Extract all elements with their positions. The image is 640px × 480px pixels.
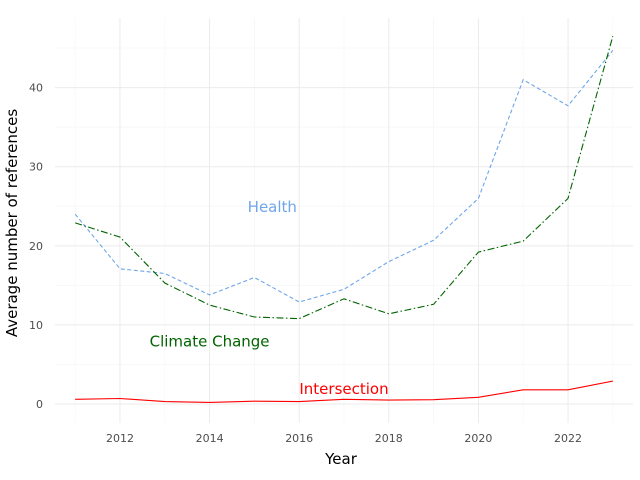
x-tick-label: 2020 bbox=[464, 432, 492, 445]
x-tick-label: 2016 bbox=[285, 432, 313, 445]
series-label-intersection: Intersection bbox=[299, 380, 388, 398]
x-tick-label: 2012 bbox=[106, 432, 134, 445]
y-tick-label: 10 bbox=[29, 319, 43, 332]
y-axis-title: Average number of references bbox=[3, 109, 21, 338]
y-tick-label: 20 bbox=[29, 240, 43, 253]
x-axis-title: Year bbox=[324, 450, 358, 468]
series-annotations: Health Climate Change Intersection bbox=[150, 198, 389, 398]
major-gridlines bbox=[55, 18, 633, 423]
x-tick-label: 2014 bbox=[196, 432, 224, 445]
x-tick-label: 2022 bbox=[554, 432, 582, 445]
series-line-intersection bbox=[75, 380, 613, 403]
y-tick-labels: 0 10 20 30 40 bbox=[29, 82, 43, 411]
x-tick-labels: 2012 2014 2016 2018 2020 2022 bbox=[106, 432, 582, 445]
series-line-climate-change bbox=[75, 36, 614, 320]
minor-gridlines bbox=[55, 18, 633, 423]
y-tick-label: 30 bbox=[29, 161, 43, 174]
series-label-health: Health bbox=[248, 198, 297, 216]
y-tick-label: 40 bbox=[29, 82, 43, 95]
series-label-climate-change: Climate Change bbox=[150, 333, 270, 351]
x-tick-label: 2018 bbox=[375, 432, 403, 445]
series-line-health bbox=[74, 50, 614, 303]
y-tick-label: 0 bbox=[36, 398, 43, 411]
series-lines bbox=[74, 36, 614, 403]
